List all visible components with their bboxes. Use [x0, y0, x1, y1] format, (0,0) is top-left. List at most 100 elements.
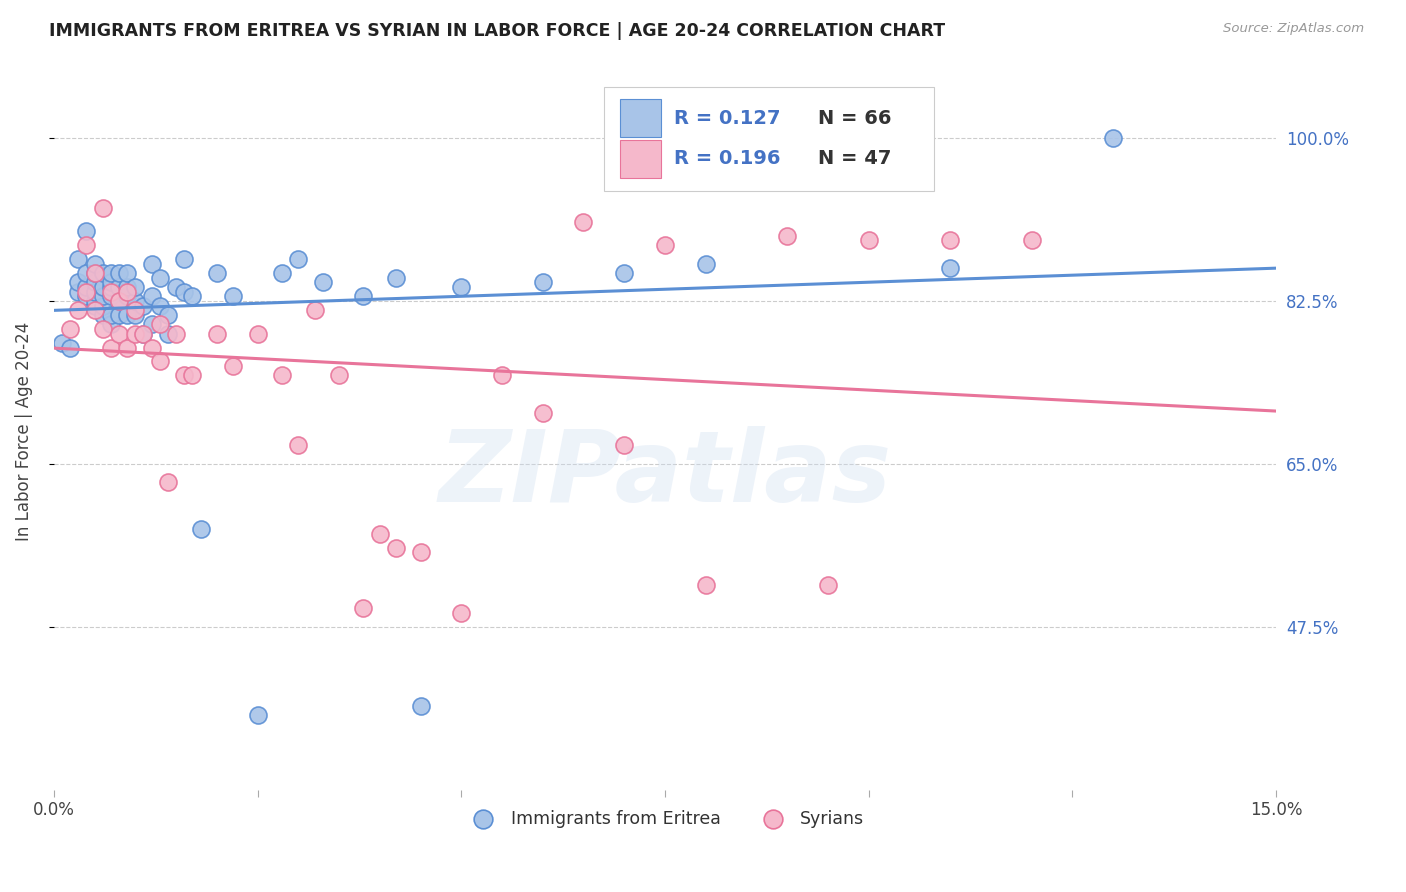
Text: ZIPatlas: ZIPatlas — [439, 425, 891, 523]
Point — [531, 406, 554, 420]
FancyBboxPatch shape — [620, 140, 661, 178]
Point — [75, 238, 97, 252]
Point — [108, 280, 131, 294]
Point — [181, 289, 204, 303]
Text: N = 66: N = 66 — [818, 109, 891, 128]
Point — [173, 252, 195, 266]
Point — [75, 289, 97, 303]
Point — [246, 708, 269, 723]
Point — [328, 368, 350, 383]
Point — [173, 368, 195, 383]
Point — [75, 285, 97, 299]
Point — [91, 299, 114, 313]
Point — [287, 438, 309, 452]
Point — [115, 285, 138, 299]
Point — [115, 266, 138, 280]
Point — [91, 322, 114, 336]
Point — [141, 318, 163, 332]
Point — [108, 293, 131, 308]
Point — [368, 526, 391, 541]
Text: IMMIGRANTS FROM ERITREA VS SYRIAN IN LABOR FORCE | AGE 20-24 CORRELATION CHART: IMMIGRANTS FROM ERITREA VS SYRIAN IN LAB… — [49, 22, 945, 40]
Point — [108, 293, 131, 308]
Point — [124, 308, 146, 322]
Point — [165, 326, 187, 341]
Point — [271, 266, 294, 280]
Point — [100, 276, 122, 290]
Point — [83, 266, 105, 280]
Point — [83, 266, 105, 280]
Point — [304, 303, 326, 318]
Point — [312, 276, 335, 290]
Point — [67, 285, 90, 299]
Point — [287, 252, 309, 266]
Point — [205, 266, 228, 280]
Point — [67, 276, 90, 290]
Point — [108, 308, 131, 322]
Point — [1102, 131, 1125, 145]
Point — [83, 276, 105, 290]
Point — [190, 522, 212, 536]
Text: R = 0.127: R = 0.127 — [673, 109, 780, 128]
Point — [858, 234, 880, 248]
Point — [156, 326, 179, 341]
Point — [67, 303, 90, 318]
Point — [409, 545, 432, 559]
Text: Source: ZipAtlas.com: Source: ZipAtlas.com — [1223, 22, 1364, 36]
Point — [124, 326, 146, 341]
Point — [613, 266, 636, 280]
Point — [939, 261, 962, 276]
Point — [613, 438, 636, 452]
Point — [100, 289, 122, 303]
Point — [100, 266, 122, 280]
Point — [100, 285, 122, 299]
Point — [222, 289, 245, 303]
Point — [695, 578, 717, 592]
Point — [817, 578, 839, 592]
Point — [181, 368, 204, 383]
Point — [100, 280, 122, 294]
Point — [149, 270, 172, 285]
Point — [108, 266, 131, 280]
Point — [450, 280, 472, 294]
Point — [385, 270, 408, 285]
Point — [124, 293, 146, 308]
Point — [141, 341, 163, 355]
Point — [100, 318, 122, 332]
Point — [83, 303, 105, 318]
Point — [83, 299, 105, 313]
Point — [132, 326, 155, 341]
Point — [695, 257, 717, 271]
Point — [124, 280, 146, 294]
Point — [222, 359, 245, 373]
Point — [115, 289, 138, 303]
Point — [83, 293, 105, 308]
Point — [165, 280, 187, 294]
Point — [75, 266, 97, 280]
Point — [491, 368, 513, 383]
Point — [91, 266, 114, 280]
Point — [83, 285, 105, 299]
Point — [246, 326, 269, 341]
Point — [115, 308, 138, 322]
FancyBboxPatch shape — [603, 87, 934, 191]
Point — [572, 215, 595, 229]
FancyBboxPatch shape — [620, 100, 661, 136]
Point — [75, 280, 97, 294]
Point — [149, 354, 172, 368]
Point — [59, 341, 82, 355]
Point — [51, 335, 73, 350]
Point — [67, 252, 90, 266]
Point — [100, 308, 122, 322]
Point — [91, 308, 114, 322]
Point — [450, 606, 472, 620]
Text: R = 0.196: R = 0.196 — [673, 150, 780, 169]
Point — [654, 238, 676, 252]
Point — [531, 276, 554, 290]
Point — [100, 341, 122, 355]
Point — [91, 201, 114, 215]
Point — [353, 601, 375, 615]
Point — [132, 299, 155, 313]
Point — [353, 289, 375, 303]
Point — [141, 257, 163, 271]
Point — [156, 308, 179, 322]
